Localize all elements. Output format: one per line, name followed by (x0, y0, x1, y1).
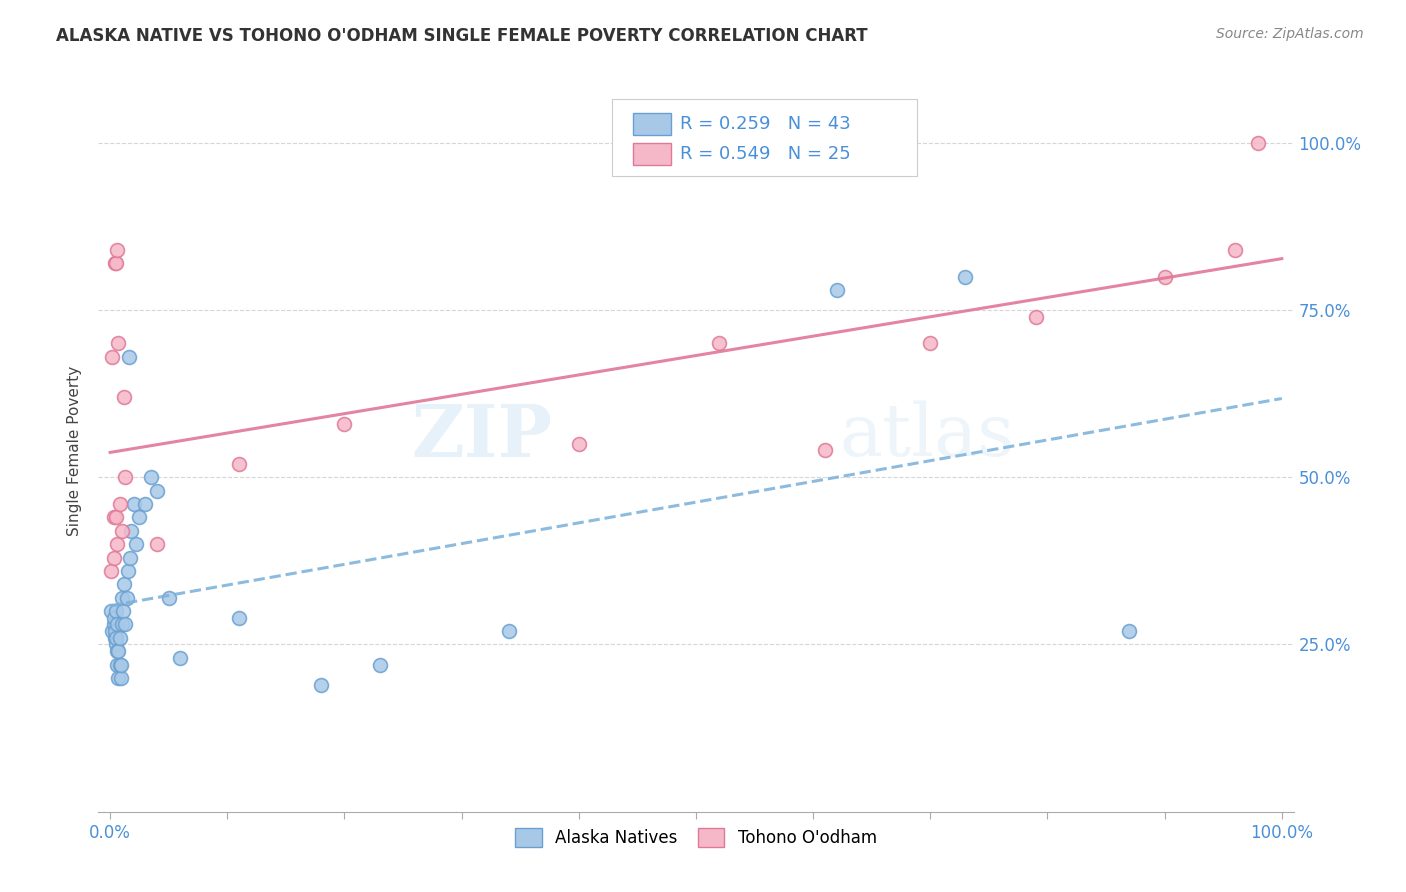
Point (122, 497, 145, 511)
Point (104, 624, 127, 639)
Point (1247, 136, 1270, 150)
Point (157, 591, 180, 605)
Point (228, 611, 250, 625)
Point (107, 336, 129, 351)
Point (1153, 269, 1175, 284)
Point (141, 470, 163, 484)
Point (115, 591, 138, 605)
Point (110, 657, 132, 672)
Point (111, 524, 134, 538)
Point (107, 644, 129, 658)
Point (100, 604, 122, 618)
Point (108, 497, 131, 511)
Point (1223, 243, 1246, 257)
Point (111, 617, 134, 632)
Point (101, 350, 124, 364)
Point (105, 604, 128, 618)
Point (105, 657, 128, 672)
Point (108, 631, 131, 645)
Point (111, 591, 134, 605)
Point (825, 283, 848, 297)
Point (118, 350, 141, 364)
Text: Source: ZipAtlas.com: Source: ZipAtlas.com (1216, 27, 1364, 41)
Text: R = 0.549   N = 25: R = 0.549 N = 25 (681, 145, 851, 163)
Point (103, 617, 125, 632)
Text: atlas: atlas (839, 401, 1015, 471)
Point (309, 678, 332, 692)
Point (104, 256, 127, 270)
Point (112, 577, 135, 591)
Point (1025, 310, 1047, 324)
Point (112, 390, 135, 404)
Point (117, 564, 139, 578)
Text: ZIP: ZIP (412, 401, 553, 472)
FancyBboxPatch shape (613, 99, 917, 176)
Point (101, 624, 124, 639)
Point (105, 617, 128, 632)
Point (709, 336, 731, 351)
Point (105, 243, 128, 257)
Text: R = 0.259   N = 43: R = 0.259 N = 43 (681, 115, 851, 133)
Point (103, 510, 125, 524)
Point (120, 524, 142, 538)
Point (105, 510, 128, 524)
Point (103, 550, 125, 565)
Y-axis label: Single Female Poverty: Single Female Poverty (67, 366, 83, 535)
Point (107, 671, 129, 685)
Point (105, 637, 128, 651)
Point (125, 537, 148, 551)
Point (368, 657, 391, 672)
FancyBboxPatch shape (633, 144, 671, 165)
Point (104, 631, 127, 645)
Point (105, 537, 128, 551)
Point (169, 651, 191, 665)
Point (146, 483, 169, 498)
Point (105, 256, 128, 270)
Point (1118, 624, 1140, 639)
Point (228, 457, 250, 471)
Point (920, 336, 942, 351)
Point (128, 510, 150, 524)
Point (120, 550, 141, 565)
Point (114, 617, 136, 632)
FancyBboxPatch shape (633, 113, 671, 135)
Point (114, 470, 136, 484)
Point (814, 443, 837, 458)
Point (568, 436, 591, 450)
Point (134, 497, 156, 511)
Point (108, 657, 131, 672)
Point (146, 537, 169, 551)
Point (112, 604, 135, 618)
Point (498, 624, 520, 639)
Legend: Alaska Natives, Tohono O'odham: Alaska Natives, Tohono O'odham (509, 822, 883, 854)
Point (105, 631, 128, 645)
Point (103, 611, 125, 625)
Point (105, 644, 128, 658)
Point (100, 564, 122, 578)
Text: ALASKA NATIVE VS TOHONO O'ODHAM SINGLE FEMALE POVERTY CORRELATION CHART: ALASKA NATIVE VS TOHONO O'ODHAM SINGLE F… (56, 27, 868, 45)
Point (110, 671, 132, 685)
Point (955, 269, 977, 284)
Point (333, 417, 356, 431)
